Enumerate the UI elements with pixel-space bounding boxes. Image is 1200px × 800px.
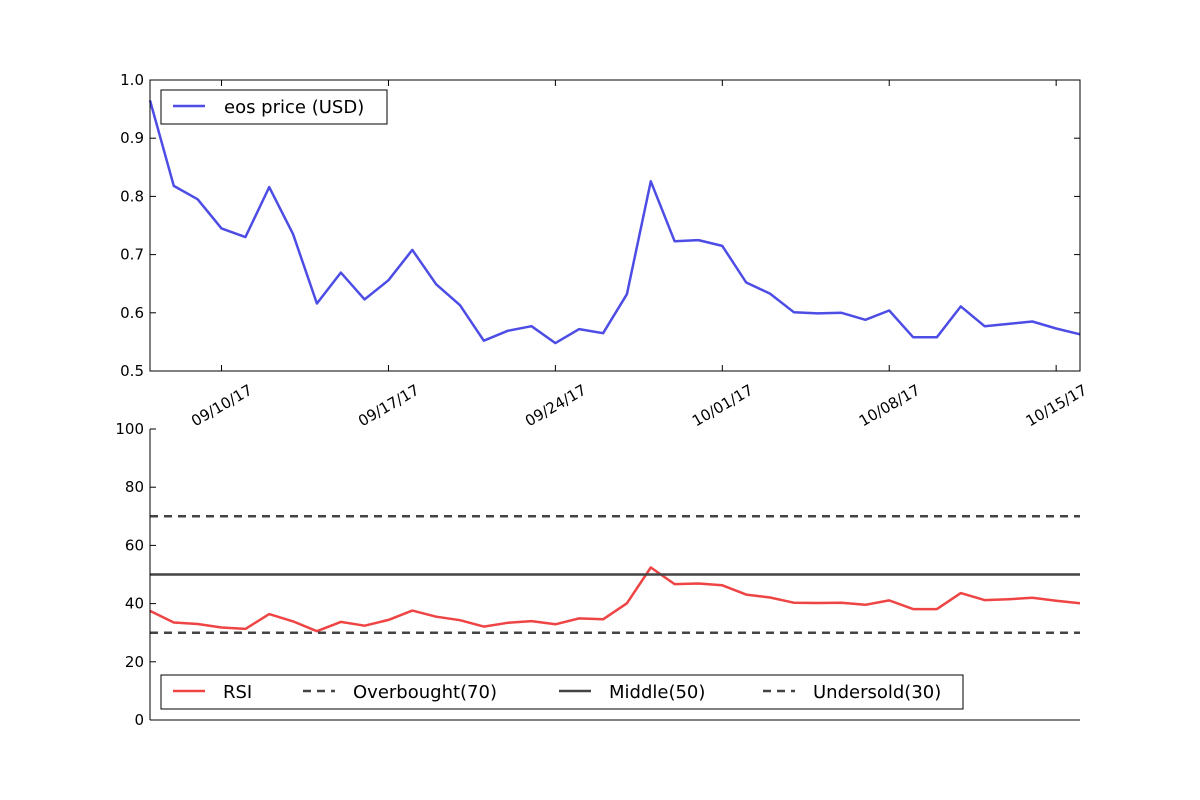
price-x-tick-label: 09/24/17	[522, 381, 589, 430]
price-y-tick-label: 1.0	[120, 71, 144, 89]
price-y-tick-label: 0.8	[120, 187, 144, 205]
rsi-y-tick-label: 80	[125, 478, 144, 496]
rsi-series-layer	[149, 515, 1081, 634]
rsi-y-axis: 0 20 40 60 80 100	[115, 420, 156, 729]
rsi-y-tick-label: 40	[125, 595, 144, 613]
rsi-y-tick-label: 100	[115, 420, 144, 438]
price-chart: 0.5 0.6 0.7 0.8 0.9 1.0 09/10/17 09/17/17 09/24…	[120, 71, 1090, 430]
rsi-legend: RSI Overbought(70) Middle(50) Undersold(30)	[160, 674, 964, 710]
rsi-y-tick-label: 60	[125, 536, 144, 554]
price-x-tick-label: 10/15/17	[1023, 381, 1090, 430]
price-line	[148, 100, 1081, 345]
price-x-tick-label: 10/01/17	[689, 381, 756, 430]
price-y-tick-label: 0.5	[120, 362, 144, 380]
rsi-y-tick-label: 20	[125, 653, 144, 671]
rsi-legend-label: RSI	[223, 682, 252, 703]
price-y-axis: 0.5 0.6 0.7 0.8 0.9 1.0	[120, 71, 1080, 380]
price-series-layer	[148, 100, 1081, 345]
rsi-y-tick-label: 0	[134, 711, 144, 729]
price-axes-border	[149, 79, 1081, 372]
price-x-tick-label: 09/17/17	[355, 381, 422, 430]
price-legend: eos price (USD)	[160, 89, 388, 125]
rsi-chart: 0 20 40 60 80 100 RSI Overbought(70) Middle(50)…	[115, 420, 1081, 729]
price-y-tick-label: 0.6	[120, 304, 144, 322]
rsi-legend-label: Overbought(70)	[353, 682, 497, 703]
price-y-tick-label: 0.9	[120, 129, 144, 147]
price-y-tick-label: 0.7	[120, 246, 144, 264]
price-axes-frame	[149, 79, 1081, 372]
price-legend-box	[160, 89, 388, 125]
rsi-legend-label: Undersold(30)	[813, 682, 941, 703]
rsi-axes-frame	[149, 429, 1080, 721]
price-x-tick-label: 09/10/17	[188, 381, 255, 430]
price-x-tick-label: 10/08/17	[856, 381, 923, 430]
rsi-line	[149, 566, 1081, 633]
rsi-legend-label: Middle(50)	[609, 682, 705, 703]
price-legend-label: eos price (USD)	[224, 97, 364, 118]
price-x-axis: 09/10/17 09/17/17 09/24/17 10/01/17 10/08/17…	[188, 80, 1090, 430]
